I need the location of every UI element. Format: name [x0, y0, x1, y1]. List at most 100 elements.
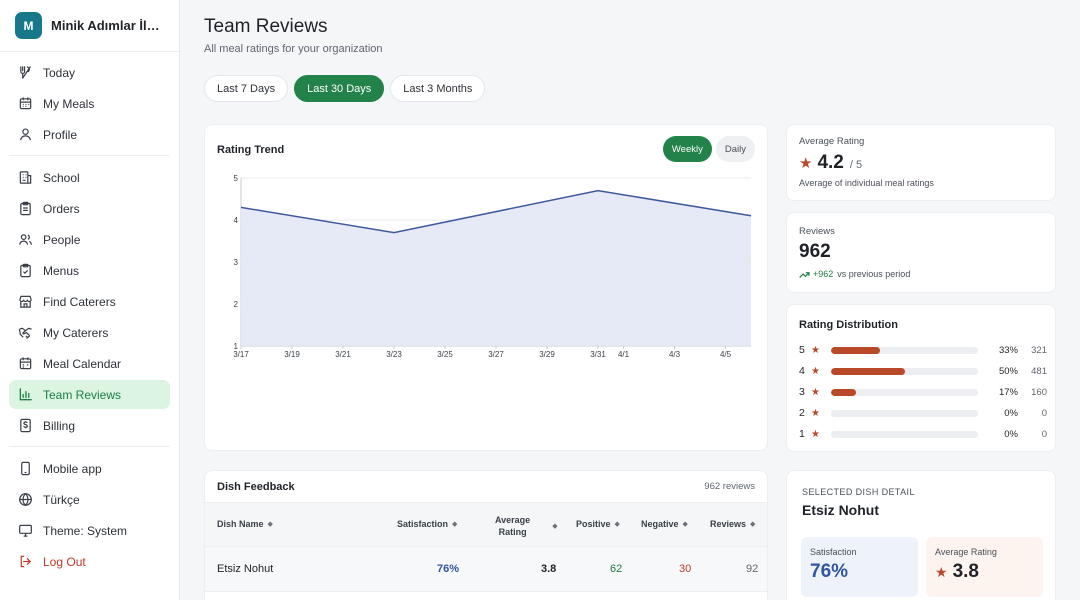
reviews-change: +962 — [813, 269, 834, 279]
period-filters: Last 7 Days Last 30 Days Last 3 Months — [204, 75, 486, 102]
star-icon: ★ — [935, 564, 948, 580]
filter-last-30-days[interactable]: Last 30 Days — [294, 75, 385, 102]
page-title: Team Reviews — [204, 16, 328, 37]
star-icon: ★ — [811, 344, 820, 356]
column-reviews[interactable]: Reviews ◆ — [710, 519, 755, 529]
column-label-line1: Average — [495, 515, 531, 525]
y-tick-label: 4 — [234, 216, 239, 225]
users-icon — [19, 234, 33, 245]
sort-icon: ◆ — [267, 521, 273, 528]
store-icon — [19, 295, 32, 308]
daily-button[interactable]: Daily — [715, 136, 755, 162]
column-label: Positive — [576, 519, 611, 529]
distribution-row-2: 2 ★ 0% 0 — [799, 406, 1047, 420]
sidebar-item-label: Find Caterers — [43, 294, 116, 309]
sidebar-item-mobile-app[interactable]: Mobile app — [9, 454, 170, 483]
column-label: Dish Name — [217, 519, 264, 529]
nav-divider — [9, 155, 170, 156]
cell-average-rating: 3.8 — [541, 563, 557, 575]
x-tick-label: 3/29 — [539, 350, 555, 359]
average-rating-tile-label: Average Rating — [935, 547, 997, 557]
sidebar-item-today[interactable]: Today — [9, 58, 170, 87]
cell-dish-name: Etsiz Nohut — [217, 563, 274, 575]
weekly-button[interactable]: Weekly — [662, 136, 712, 162]
y-tick-label: 5 — [234, 174, 239, 183]
sidebar-item-school[interactable]: School — [9, 163, 170, 192]
handshake-icon — [18, 327, 32, 339]
sidebar-item-label: Menus — [43, 263, 80, 278]
sidebar-item-language[interactable]: Türkçe — [9, 485, 170, 514]
distribution-percent: 17% — [998, 386, 1018, 398]
table-row[interactable]: Etsiz Nohut 76% 3.8 62 30 92 — [205, 547, 767, 592]
main-content: Team Reviews All meal ratings for your o… — [180, 0, 1080, 600]
distribution-count: 321 — [1031, 344, 1047, 356]
sidebar-item-profile[interactable]: Profile — [9, 120, 170, 149]
clipboard-icon — [20, 201, 31, 216]
sidebar-item-logout[interactable]: Log Out — [9, 547, 170, 576]
sidebar-item-orders[interactable]: Orders — [9, 194, 170, 223]
reviews-change-note: vs previous period — [837, 269, 911, 279]
cell-reviews: 92 — [746, 563, 759, 575]
column-label: Average Rating — [495, 514, 530, 538]
filter-last-3-months[interactable]: Last 3 Months — [390, 75, 486, 102]
distribution-stars: 2 — [799, 407, 805, 419]
column-average-rating[interactable]: Average Rating ◆ — [495, 514, 558, 538]
dish-feedback-card: Dish Feedback 962 reviews Dish Name ◆ Sat… — [204, 470, 768, 600]
sidebar: M Minik Adımlar İlkokulu Today My Meals … — [0, 0, 180, 600]
average-rating-card: Average Rating ★ 4.2 / 5 Average of indi… — [786, 124, 1056, 201]
average-rating-tile: Average Rating ★ 3.8 — [926, 537, 1043, 597]
sidebar-item-label: People — [43, 232, 81, 247]
sidebar-item-my-caterers[interactable]: My Caterers — [9, 318, 170, 347]
sidebar-item-billing[interactable]: Billing — [9, 411, 170, 440]
sidebar-item-label: Log Out — [43, 554, 86, 569]
column-label: Negative — [641, 519, 679, 529]
x-tick-label: 4/5 — [720, 350, 732, 359]
globe-icon — [19, 493, 32, 506]
column-label: Satisfaction — [397, 519, 449, 529]
sidebar-item-team-reviews[interactable]: Team Reviews — [9, 380, 170, 409]
sidebar-item-label: Türkçe — [43, 492, 80, 507]
y-tick-label: 1 — [234, 342, 239, 351]
x-tick-label: 4/1 — [618, 350, 630, 359]
star-icon: ★ — [811, 407, 820, 419]
filter-last-7-days[interactable]: Last 7 Days — [204, 75, 289, 102]
sidebar-nav: Today My Meals Profile School Orders Peo… — [0, 52, 179, 576]
column-positive[interactable]: Positive ◆ — [576, 519, 620, 529]
sidebar-item-label: Profile — [43, 127, 78, 142]
average-rating-label: Average Rating — [799, 136, 865, 147]
sidebar-item-people[interactable]: People — [9, 225, 170, 254]
x-tick-label: 3/31 — [590, 350, 606, 359]
sort-icon: ◆ — [750, 521, 756, 528]
granularity-toggle: Weekly Daily — [662, 136, 755, 162]
sidebar-item-label: Billing — [43, 418, 76, 433]
sidebar-item-menus[interactable]: Menus — [9, 256, 170, 285]
distribution-count: 160 — [1031, 386, 1047, 398]
rating-trend-chart: 1 2 3 4 5 3/17 3/19 3/21 3/23 3/25 3/27 3/29 3/31 4/1… — [233, 174, 752, 359]
distribution-count: 0 — [1041, 407, 1047, 419]
sidebar-item-find-caterers[interactable]: Find Caterers — [9, 287, 170, 316]
bar-chart-icon — [19, 388, 32, 401]
reviews-label: Reviews — [799, 226, 835, 237]
nav-divider — [9, 446, 170, 447]
org-switcher[interactable]: M Minik Adımlar İlkokulu — [0, 0, 179, 52]
star-icon: ★ — [811, 386, 820, 398]
column-dish-name[interactable]: Dish Name ◆ — [217, 519, 273, 529]
selected-dish-name: Etsiz Nohut — [802, 502, 879, 518]
smartphone-icon — [21, 461, 30, 476]
column-negative[interactable]: Negative ◆ — [641, 519, 688, 529]
sidebar-item-label: Orders — [43, 201, 80, 216]
org-name: Minik Adımlar İlkokulu — [51, 18, 163, 33]
reviews-change-line: +962 vs previous period — [799, 269, 910, 279]
distribution-bar — [831, 367, 978, 375]
sidebar-item-my-meals[interactable]: My Meals — [9, 89, 170, 118]
cell-satisfaction: 76% — [437, 563, 460, 575]
sidebar-item-meal-calendar[interactable]: Meal Calendar — [9, 349, 170, 378]
monitor-icon — [19, 524, 32, 537]
page-subtitle: All meal ratings for your organization — [204, 43, 383, 55]
distribution-bar — [831, 346, 978, 354]
selected-dish-label: SELECTED DISH DETAIL — [802, 487, 915, 497]
satisfaction-tile-label: Satisfaction — [810, 547, 857, 557]
column-satisfaction[interactable]: Satisfaction ◆ — [397, 519, 457, 529]
sidebar-item-theme[interactable]: Theme: System — [9, 516, 170, 545]
sort-icon: ◆ — [614, 521, 620, 528]
